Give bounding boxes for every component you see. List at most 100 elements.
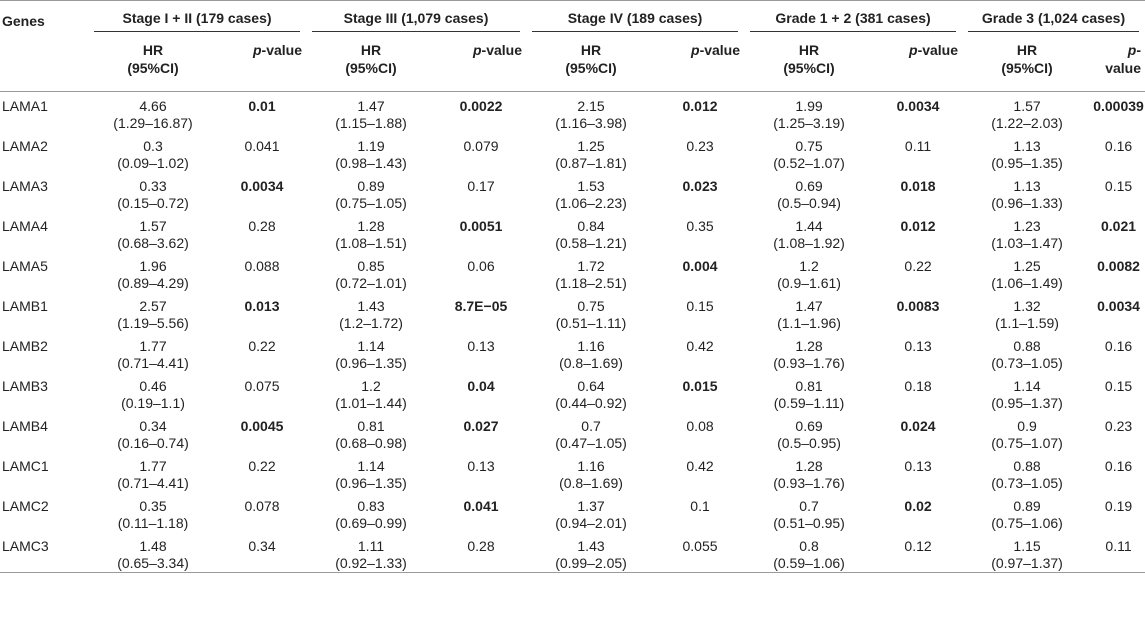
hr-value: 0.88 <box>1013 338 1041 354</box>
ci-value: (0.71–4.41) <box>117 475 189 491</box>
hr-cell: 1.53 (1.06–2.23) <box>526 172 656 212</box>
hr-cell: 1.13 (0.96–1.33) <box>962 172 1092 212</box>
ci-value: (0.96–1.35) <box>335 475 407 491</box>
hr-column-header: HR (95%CI) <box>744 37 874 92</box>
group-header: Stage III (1,079 cases) <box>306 1 526 38</box>
hr-value: 1.28 <box>795 338 823 354</box>
hr-cell: 1.37 (0.94–2.01) <box>526 492 656 532</box>
ci-value: (0.75–1.07) <box>991 435 1063 451</box>
hazard-ratio-table: Genes Stage I + II (179 cases) Stage III (… <box>0 0 1145 573</box>
gene-name: LAMA1 <box>2 98 48 114</box>
p-value-cell: 0.28 <box>467 538 495 554</box>
hr-cell: 2.57 (1.19–5.56) <box>88 292 218 332</box>
hr-label: HR <box>1016 42 1038 58</box>
table-row: LAMB1 2.57 (1.19–5.56) 0.013 1.43 (1.2–1.72) 8… <box>0 292 1145 332</box>
ci-value: (1.1–1.96) <box>777 315 841 331</box>
hr-value: 0.34 <box>139 418 167 434</box>
hr-value: 1.2 <box>799 258 819 274</box>
hr-cell: 0.89 (0.75–1.06) <box>962 492 1092 532</box>
hr-value: 1.11 <box>357 538 385 554</box>
hr-value: 1.14 <box>357 458 385 474</box>
p-value-cell: 0.0083 <box>896 298 940 314</box>
hr-cell: 1.57 (1.22–2.03) <box>962 92 1092 133</box>
gene-name: LAMB4 <box>2 418 48 434</box>
gene-name: LAMA5 <box>2 258 48 274</box>
hr-cell: 1.28 (1.08–1.51) <box>306 212 436 252</box>
group-header-label: Stage IV (189 cases) <box>532 7 739 32</box>
hr-column-header: HR (95%CI) <box>962 37 1092 92</box>
p-value-cell: 0.075 <box>244 378 280 394</box>
p-value-cell: 0.11 <box>1105 538 1132 554</box>
hr-value: 0.69 <box>795 178 823 194</box>
ci-value: (0.89–4.29) <box>117 275 189 291</box>
ci-value: (0.97–1.37) <box>991 555 1063 571</box>
hr-value: 1.99 <box>795 98 823 114</box>
p-label-italic: p <box>252 42 262 58</box>
hr-value: 1.53 <box>577 178 605 194</box>
hr-label: HR <box>580 42 602 58</box>
p-value-cell: 0.06 <box>467 258 495 274</box>
p-value-cell: 0.0051 <box>459 218 503 234</box>
hr-value: 1.57 <box>139 218 167 234</box>
p-value-cell: 0.018 <box>900 178 936 194</box>
hr-value: 0.89 <box>1013 498 1041 514</box>
hr-value: 0.9 <box>1017 418 1037 434</box>
hr-value: 1.37 <box>577 498 605 514</box>
ci-value: (0.51–1.11) <box>555 315 627 331</box>
table-row: LAMC1 1.77 (0.71–4.41) 0.22 1.14 (0.96–1.35) 0… <box>0 452 1145 492</box>
ci-value: (0.8–1.69) <box>559 475 623 491</box>
ci-value: (0.5–0.94) <box>777 195 841 211</box>
hr-cell: 1.25 (1.06–1.49) <box>962 252 1092 292</box>
ci-value: (1.16–3.98) <box>555 115 627 131</box>
hr-cell: 1.14 (0.95–1.37) <box>962 372 1092 412</box>
hr-value: 0.89 <box>357 178 385 194</box>
hr-cell: 0.69 (0.5–0.94) <box>744 172 874 212</box>
ci-value: (0.59–1.06) <box>773 555 845 571</box>
hr-value: 0.7 <box>799 498 819 514</box>
p-value-cell: 0.16 <box>1104 338 1133 354</box>
hr-cell: 1.47 (1.15–1.88) <box>306 92 436 133</box>
hr-cell: 0.83 (0.69–0.99) <box>306 492 436 532</box>
p-value-cell: 0.08 <box>686 418 714 434</box>
ci-value: (0.8–1.69) <box>559 355 623 371</box>
hr-cell: 0.85 (0.72–1.01) <box>306 252 436 292</box>
hr-value: 2.57 <box>139 298 167 314</box>
hr-cell: 0.34 (0.16–0.74) <box>88 412 218 452</box>
hr-cell: 0.9 (0.75–1.07) <box>962 412 1092 452</box>
table-header: Genes Stage I + II (179 cases) Stage III (… <box>0 0 1145 92</box>
p-label-italic: p <box>1127 42 1137 58</box>
ci-value: (0.95–1.35) <box>991 155 1063 171</box>
hr-cell: 1.44 (1.08–1.92) <box>744 212 874 252</box>
hr-cell: 0.81 (0.68–0.98) <box>306 412 436 452</box>
hr-cell: 1.32 (1.1–1.59) <box>962 292 1092 332</box>
hr-value: 1.2 <box>361 378 381 394</box>
ci-value: (1.01–1.44) <box>335 395 407 411</box>
p-value-cell: 8.7E−05 <box>454 298 508 314</box>
table-row: LAMA2 0.3 (0.09–1.02) 0.041 1.19 (0.98–1.43) 0… <box>0 132 1145 172</box>
hr-value: 1.14 <box>357 338 385 354</box>
ci-value: (0.09–1.02) <box>117 155 189 171</box>
hr-value: 4.66 <box>139 98 167 114</box>
p-value-cell: 0.22 <box>904 258 932 274</box>
ci-value: (1.15–1.88) <box>335 115 407 131</box>
hr-cell: 0.46 (0.19–1.1) <box>88 372 218 412</box>
ci-value: (0.69–0.99) <box>335 515 407 531</box>
p-value-cell: 0.13 <box>904 458 932 474</box>
hr-value: 1.14 <box>1013 378 1041 394</box>
hr-cell: 4.66 (1.29–16.87) <box>88 92 218 133</box>
gene-name: LAMC1 <box>2 458 49 474</box>
hr-value: 0.85 <box>357 258 385 274</box>
p-value-cell: 0.23 <box>1104 418 1133 434</box>
gene-name: LAMB3 <box>2 378 48 394</box>
ci-value: (0.73–1.05) <box>991 355 1063 371</box>
p-value-cell: 0.42 <box>686 458 714 474</box>
p-label-suffix: -value <box>1105 42 1142 76</box>
p-value-cell: 0.22 <box>248 338 276 354</box>
hr-cell: 1.15 (0.97–1.37) <box>962 532 1092 573</box>
ci-value: (0.98–1.43) <box>335 155 407 171</box>
table-row: LAMC2 0.35 (0.11–1.18) 0.078 0.83 (0.69–0.99)… <box>0 492 1145 532</box>
hr-cell: 1.2 (0.9–1.61) <box>744 252 874 292</box>
p-value-cell: 0.1 <box>690 498 710 514</box>
hr-cell: 0.69 (0.5–0.95) <box>744 412 874 452</box>
p-value-cell: 0.28 <box>248 218 276 234</box>
